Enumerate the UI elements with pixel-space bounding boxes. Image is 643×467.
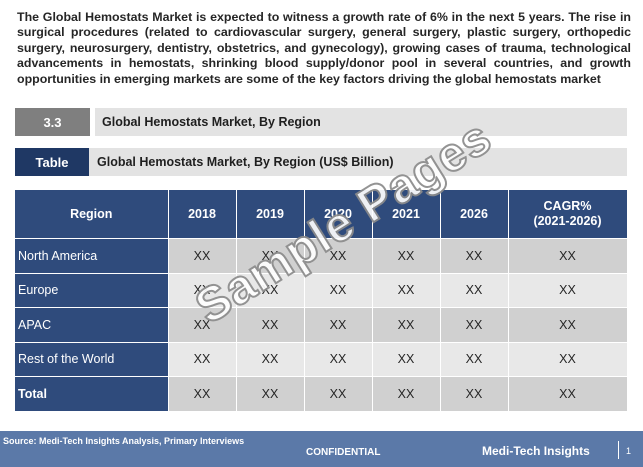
header-2018: 2018 — [168, 190, 237, 239]
table-row: Rest of the World XX XX XX XX XX XX — [15, 341, 628, 377]
header-2020: 2020 — [304, 190, 373, 239]
table-cell: XX — [440, 341, 509, 377]
table-caption-bar: Table Global Hemostats Market, By Region… — [15, 148, 627, 176]
source-note: Source: Medi-Tech Insights Analysis, Pri… — [3, 436, 245, 446]
confidential-label: CONFIDENTIAL — [306, 447, 381, 458]
table-cell: XX — [236, 307, 305, 342]
header-cagr-line1: CAGR% — [543, 199, 592, 213]
row-region-label: Europe — [15, 272, 169, 308]
section-number: 3.3 — [15, 108, 90, 136]
table-cell: XX — [304, 307, 373, 342]
table-cell: XX — [236, 272, 305, 308]
table-cell: XX — [304, 376, 373, 411]
table-header-row: Region 2018 2019 2020 2021 2026 CAGR% (2… — [15, 190, 628, 239]
table-caption-label: Table — [15, 148, 89, 176]
table-cell: XX — [236, 341, 305, 377]
table-cell: XX — [304, 341, 373, 377]
header-2021: 2021 — [372, 190, 441, 239]
footer-bar: Source: Medi-Tech Insights Analysis, Pri… — [0, 431, 643, 467]
table-cell: XX — [168, 307, 237, 342]
header-2026: 2026 — [440, 190, 509, 239]
table-cell: XX — [372, 272, 441, 308]
table-row: North America XX XX XX XX XX XX — [15, 238, 628, 273]
row-region-label: Rest of the World — [15, 341, 169, 377]
header-cagr-line2: (2021-2026) — [533, 214, 602, 228]
intro-paragraph: The Global Hemostats Market is expected … — [17, 10, 631, 86]
header-2019: 2019 — [236, 190, 305, 239]
table-cell: XX — [168, 272, 237, 308]
table-cell: XX — [236, 238, 305, 273]
table-cell: XX — [440, 307, 509, 342]
table-cell: XX — [304, 238, 373, 273]
table-cell: XX — [440, 272, 509, 308]
row-region-label: Total — [15, 376, 169, 411]
footer-divider — [618, 441, 619, 459]
table-cell: XX — [440, 238, 509, 273]
table-cell: XX — [372, 376, 441, 411]
table-cell: XX — [372, 307, 441, 342]
table-cell: XX — [508, 238, 628, 273]
table-cell: XX — [508, 307, 628, 342]
table-cell: XX — [168, 238, 237, 273]
table-cell: XX — [508, 376, 628, 411]
table-cell: XX — [508, 272, 628, 308]
table-total-row: Total XX XX XX XX XX XX — [15, 376, 628, 411]
page-number: 1 — [626, 446, 632, 456]
table-cell: XX — [440, 376, 509, 411]
table-cell: XX — [372, 341, 441, 377]
section-heading-bar: 3.3 Global Hemostats Market, By Region — [15, 108, 627, 136]
table-cell: XX — [304, 272, 373, 308]
header-region: Region — [15, 190, 169, 239]
row-region-label: APAC — [15, 307, 169, 342]
table-row: APAC XX XX XX XX XX XX — [15, 307, 628, 342]
brand-name: Medi-Tech Insights — [482, 444, 590, 458]
table-caption-title: Global Hemostats Market, By Region (US$ … — [89, 148, 627, 176]
table-row: Europe XX XX XX XX XX XX — [15, 272, 628, 308]
row-region-label: North America — [15, 238, 169, 273]
table-cell: XX — [508, 341, 628, 377]
table-cell: XX — [236, 376, 305, 411]
table-cell: XX — [372, 238, 441, 273]
table-cell: XX — [168, 376, 237, 411]
region-market-table: Region 2018 2019 2020 2021 2026 CAGR% (2… — [15, 190, 628, 411]
header-cagr: CAGR% (2021-2026) — [508, 190, 628, 239]
table-cell: XX — [168, 341, 237, 377]
section-title: Global Hemostats Market, By Region — [95, 108, 627, 136]
